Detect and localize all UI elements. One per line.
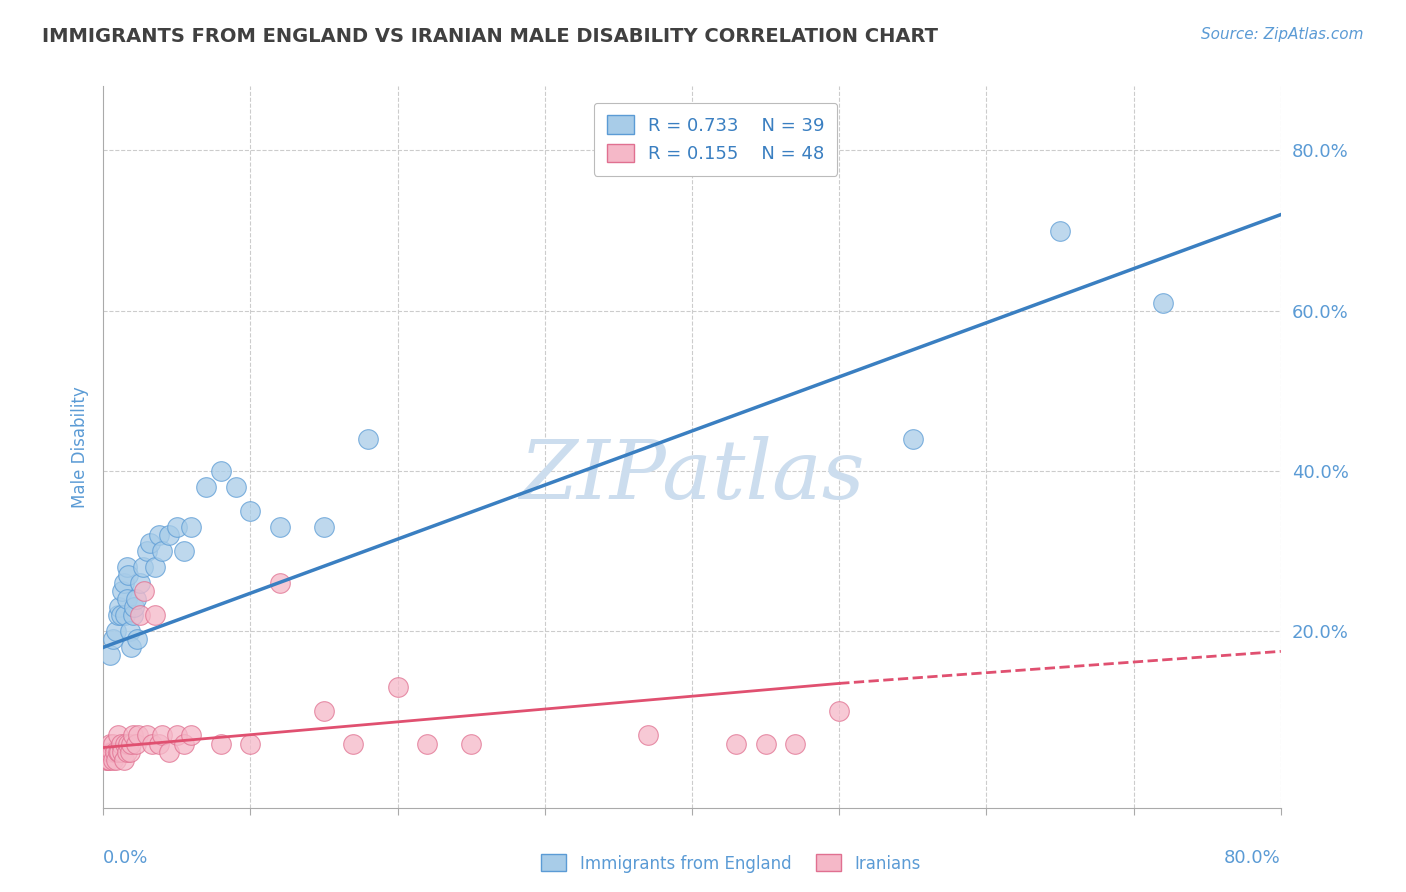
Point [157, 745, 180, 759]
Point [209, 464, 232, 478]
Point [115, 560, 138, 574]
Point [725, 737, 748, 751]
Point [103, 737, 125, 751]
Point [111, 584, 134, 599]
Point [100, 648, 122, 663]
Point [173, 544, 195, 558]
Point [312, 520, 335, 534]
Point [110, 737, 132, 751]
Point [269, 576, 291, 591]
Point [150, 729, 173, 743]
Point [180, 729, 202, 743]
Text: 80.0%: 80.0% [1225, 849, 1281, 867]
Point [166, 520, 188, 534]
Point [1049, 224, 1071, 238]
Point [107, 745, 129, 759]
Point [112, 576, 135, 591]
Point [125, 632, 148, 647]
Point [107, 729, 129, 743]
Point [115, 592, 138, 607]
Point [120, 640, 142, 655]
Y-axis label: Male Disability: Male Disability [72, 386, 89, 508]
Point [100, 737, 122, 751]
Point [105, 624, 128, 639]
Point [342, 737, 364, 751]
Point [111, 745, 134, 759]
Point [141, 737, 163, 751]
Legend: Immigrants from England, Iranians: Immigrants from England, Iranians [534, 847, 928, 880]
Point [225, 480, 247, 494]
Point [209, 737, 232, 751]
Point [136, 729, 159, 743]
Point [357, 432, 380, 446]
Point [118, 624, 141, 639]
Point [312, 705, 335, 719]
Point [105, 752, 128, 766]
Point [117, 568, 139, 582]
Point [110, 608, 132, 623]
Point [94, 752, 117, 766]
Point [114, 737, 136, 751]
Point [387, 681, 409, 695]
Point [121, 729, 143, 743]
Point [143, 608, 166, 623]
Text: Source: ZipAtlas.com: Source: ZipAtlas.com [1201, 27, 1364, 42]
Point [101, 745, 124, 759]
Point [127, 729, 149, 743]
Point [112, 752, 135, 766]
Point [136, 544, 159, 558]
Point [117, 737, 139, 751]
Point [783, 737, 806, 751]
Point [103, 632, 125, 647]
Point [100, 745, 122, 759]
Legend: R = 0.733    N = 39, R = 0.155    N = 48: R = 0.733 N = 39, R = 0.155 N = 48 [593, 103, 837, 176]
Point [173, 737, 195, 751]
Text: IMMIGRANTS FROM ENGLAND VS IRANIAN MALE DISABILITY CORRELATION CHART: IMMIGRANTS FROM ENGLAND VS IRANIAN MALE … [42, 27, 938, 45]
Point [124, 737, 146, 751]
Point [129, 608, 152, 623]
Point [115, 745, 138, 759]
Point [118, 745, 141, 759]
Point [121, 608, 143, 623]
Point [98, 752, 121, 766]
Point [108, 745, 131, 759]
Point [107, 608, 129, 623]
Point [122, 600, 145, 615]
Point [416, 737, 439, 751]
Point [114, 608, 136, 623]
Point [134, 584, 156, 599]
Point [103, 752, 125, 766]
Point [166, 729, 188, 743]
Point [1152, 295, 1174, 310]
Text: 0.0%: 0.0% [103, 849, 149, 867]
Point [148, 737, 170, 751]
Point [148, 528, 170, 542]
Point [180, 520, 202, 534]
Text: ZIPatlas: ZIPatlas [519, 436, 865, 516]
Point [120, 737, 142, 751]
Point [139, 536, 162, 550]
Point [828, 705, 851, 719]
Point [239, 737, 262, 751]
Point [143, 560, 166, 574]
Point [157, 528, 180, 542]
Point [129, 576, 152, 591]
Point [637, 729, 659, 743]
Point [132, 560, 155, 574]
Point [124, 592, 146, 607]
Point [239, 504, 262, 518]
Point [150, 544, 173, 558]
Point [269, 520, 291, 534]
Point [755, 737, 778, 751]
Point [195, 480, 218, 494]
Point [460, 737, 482, 751]
Point [108, 600, 131, 615]
Point [901, 432, 924, 446]
Point [96, 752, 118, 766]
Point [104, 745, 127, 759]
